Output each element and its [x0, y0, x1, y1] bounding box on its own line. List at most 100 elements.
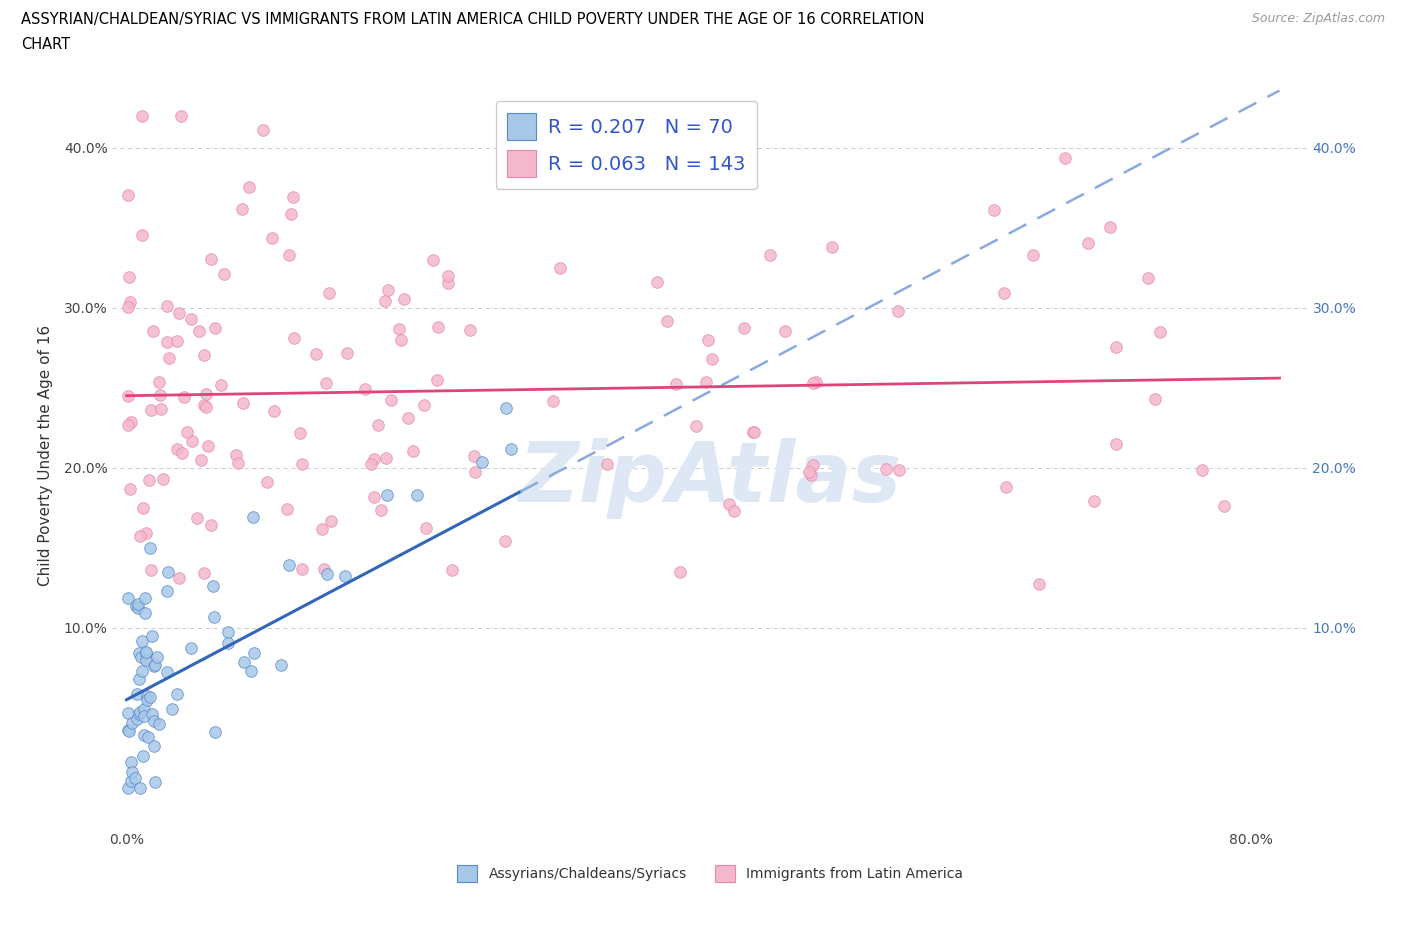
- Point: [363, 451, 385, 466]
- Point: [142, 324, 165, 339]
- Point: [169, 305, 191, 320]
- Point: [278, 247, 301, 262]
- Point: [889, 463, 911, 478]
- Point: [1028, 577, 1050, 591]
- Point: [1083, 494, 1105, 509]
- Point: [121, 764, 143, 779]
- Point: [157, 350, 180, 365]
- Point: [1022, 247, 1045, 262]
- Point: [1137, 270, 1160, 285]
- Point: [501, 441, 523, 456]
- Point: [669, 565, 692, 579]
- Point: [318, 286, 340, 301]
- Point: [360, 457, 382, 472]
- Point: [396, 410, 419, 425]
- Point: [138, 473, 160, 488]
- Point: [685, 419, 707, 434]
- Point: [406, 487, 429, 502]
- Point: [256, 474, 278, 489]
- Point: [1054, 150, 1077, 165]
- Point: [742, 425, 765, 440]
- Point: [1144, 392, 1167, 406]
- Point: [875, 461, 897, 476]
- Point: [138, 689, 160, 704]
- Point: [134, 591, 156, 605]
- Point: [1191, 462, 1213, 477]
- Point: [278, 558, 301, 573]
- Point: [426, 373, 449, 388]
- Point: [319, 513, 342, 528]
- Point: [131, 108, 153, 123]
- Point: [132, 709, 155, 724]
- Point: [121, 716, 143, 731]
- Point: [132, 702, 155, 717]
- Point: [803, 376, 825, 391]
- Point: [354, 382, 377, 397]
- Point: [117, 591, 139, 605]
- Point: [231, 202, 253, 217]
- Point: [697, 332, 720, 347]
- Point: [139, 541, 162, 556]
- Point: [363, 489, 385, 504]
- Point: [800, 468, 823, 483]
- Point: [197, 439, 219, 454]
- Point: [665, 377, 688, 392]
- Point: [146, 650, 169, 665]
- Point: [291, 562, 314, 577]
- Point: [217, 635, 239, 650]
- Point: [225, 447, 247, 462]
- Point: [117, 723, 139, 737]
- Point: [132, 500, 155, 515]
- Point: [238, 179, 260, 194]
- Point: [742, 425, 765, 440]
- Point: [463, 448, 485, 463]
- Point: [194, 386, 217, 401]
- Point: [128, 645, 150, 660]
- Point: [193, 565, 215, 580]
- Point: [214, 267, 236, 282]
- Point: [723, 503, 745, 518]
- Point: [160, 701, 183, 716]
- Point: [541, 394, 564, 409]
- Point: [387, 322, 409, 337]
- Point: [415, 521, 437, 536]
- Point: [152, 472, 174, 486]
- Point: [201, 578, 224, 593]
- Point: [149, 388, 172, 403]
- Point: [335, 568, 357, 583]
- Point: [375, 450, 398, 465]
- Point: [135, 645, 157, 660]
- Point: [821, 239, 844, 254]
- Point: [169, 571, 191, 586]
- Point: [413, 397, 436, 412]
- Point: [118, 724, 141, 738]
- Point: [993, 286, 1015, 300]
- Point: [180, 433, 202, 448]
- Point: [426, 320, 449, 335]
- Point: [132, 727, 155, 742]
- Point: [243, 645, 266, 660]
- Point: [226, 456, 249, 471]
- Point: [801, 458, 824, 472]
- Point: [128, 671, 150, 686]
- Point: [195, 399, 218, 414]
- Point: [148, 716, 170, 731]
- Point: [315, 375, 337, 390]
- Point: [217, 625, 239, 640]
- Point: [437, 276, 460, 291]
- Point: [125, 712, 148, 727]
- Point: [117, 188, 139, 203]
- Point: [276, 501, 298, 516]
- Point: [120, 774, 142, 789]
- Point: [128, 704, 150, 719]
- Text: ZipAtlas: ZipAtlas: [519, 437, 901, 519]
- Point: [131, 664, 153, 679]
- Point: [134, 605, 156, 620]
- Point: [117, 389, 139, 404]
- Point: [180, 641, 202, 656]
- Point: [700, 352, 723, 366]
- Point: [155, 335, 177, 350]
- Point: [173, 390, 195, 405]
- Point: [124, 771, 146, 786]
- Point: [142, 713, 165, 728]
